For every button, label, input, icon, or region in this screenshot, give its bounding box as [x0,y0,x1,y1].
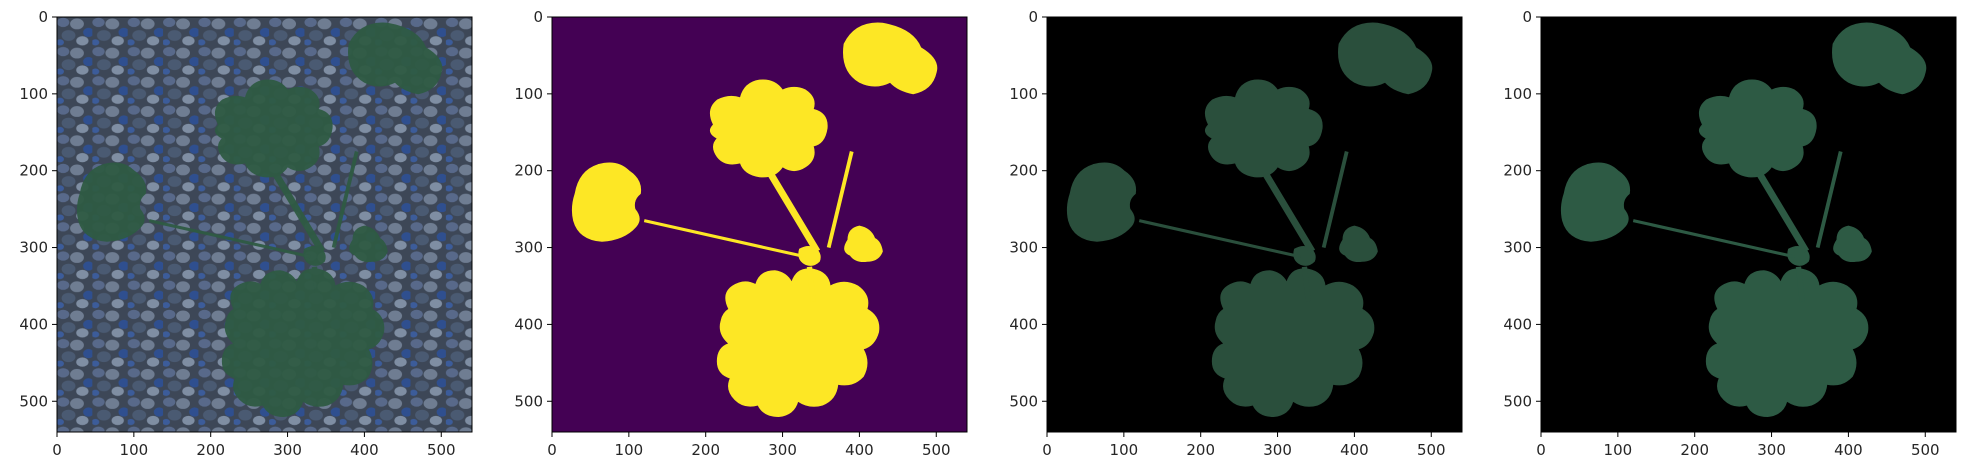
y-tick-label: 400 [1009,315,1038,333]
y-tick-label: 0 [1522,8,1532,26]
y-tick-label: 500 [1503,392,1532,410]
image-binary-segmentation-mask [552,17,967,432]
panel-masked-photo: 0 100 200 300 400 500 0 100 200 300 400 500 [1009,8,1463,459]
image-plant-on-gravel [57,17,472,432]
panel-masked-photo-copy: 0 100 200 300 400 500 0 100 200 300 400 500 [1503,8,1957,459]
y-tick-label: 200 [1009,162,1038,180]
x-tick-label: 400 [1340,441,1369,459]
x-tick-label: 200 [691,441,720,459]
y-tick-label: 500 [19,392,48,410]
x-tick-label: 100 [1604,441,1633,459]
x-tick-label: 300 [1757,441,1786,459]
axes-frame [56,16,473,433]
x-axis: 0 100 200 300 400 500 [547,432,951,459]
panel-photo: 0 100 200 300 400 500 0 100 200 300 400 500 [19,8,473,459]
x-tick-label: 500 [427,441,456,459]
y-tick-label: 300 [1009,239,1038,257]
y-tick-label: 400 [1503,315,1532,333]
image-segmented-plant-on-black [1047,17,1462,432]
x-tick-label: 300 [273,441,302,459]
x-tick-label: 500 [1911,441,1940,459]
x-tick-label: 0 [1536,441,1546,459]
y-tick-label: 100 [19,85,48,103]
y-axis: 0 100 200 300 400 500 [1503,8,1541,410]
y-tick-label: 0 [533,8,543,26]
x-tick-label: 500 [922,441,951,459]
y-tick-label: 300 [19,239,48,257]
x-tick-label: 200 [1186,441,1215,459]
axes-frame [551,16,968,433]
y-tick-label: 200 [1503,162,1532,180]
x-tick-label: 0 [52,441,62,459]
x-tick-label: 0 [1042,441,1052,459]
x-tick-label: 500 [1417,441,1446,459]
y-tick-label: 200 [19,162,48,180]
y-tick-label: 0 [38,8,48,26]
x-axis: 0 100 200 300 400 500 [1536,432,1940,459]
x-tick-label: 300 [1263,441,1292,459]
y-tick-label: 100 [1009,85,1038,103]
x-axis: 0 100 200 300 400 500 [1042,432,1446,459]
x-tick-label: 100 [1110,441,1139,459]
y-tick-label: 0 [1028,8,1038,26]
y-tick-label: 300 [514,239,543,257]
x-tick-label: 100 [120,441,149,459]
axes-frame [1540,16,1957,433]
axes-frame [1046,16,1463,433]
x-tick-label: 200 [196,441,225,459]
x-tick-label: 400 [350,441,379,459]
x-tick-label: 400 [845,441,874,459]
y-tick-label: 300 [1503,239,1532,257]
y-axis: 0 100 200 300 400 500 [19,8,57,410]
x-tick-label: 400 [1834,441,1863,459]
y-tick-label: 400 [19,315,48,333]
image-segmented-plant-on-black [1541,17,1956,432]
x-tick-label: 300 [768,441,797,459]
y-axis: 0 100 200 300 400 500 [514,8,552,410]
y-tick-label: 200 [514,162,543,180]
y-tick-label: 500 [1009,392,1038,410]
panel-mask: 0 100 200 300 400 500 0 100 200 300 400 500 [514,8,968,459]
y-tick-label: 100 [514,85,543,103]
x-axis: 0 100 200 300 400 500 [52,432,456,459]
y-axis: 0 100 200 300 400 500 [1009,8,1047,410]
y-tick-label: 400 [514,315,543,333]
x-tick-label: 200 [1680,441,1709,459]
x-tick-label: 100 [615,441,644,459]
y-tick-label: 500 [514,392,543,410]
x-tick-label: 0 [547,441,557,459]
y-tick-label: 100 [1503,85,1532,103]
